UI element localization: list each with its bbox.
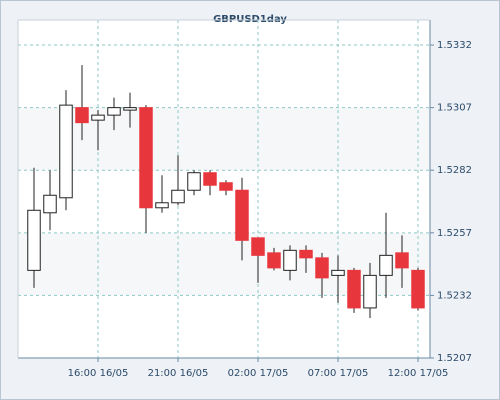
x-tick-label: 02:00 17/05: [228, 368, 289, 379]
y-tick-label: 1.5257: [437, 228, 472, 239]
candle-body: [411, 269, 425, 309]
candle-body: [219, 182, 233, 191]
y-tick-label: 1.5307: [437, 103, 472, 114]
x-tick-label: 16:00 16/05: [68, 368, 129, 379]
y-tick-label: 1.5207: [437, 353, 472, 364]
candle-body: [187, 172, 201, 191]
candle-body: [379, 254, 393, 276]
candle-body: [123, 107, 137, 111]
plot: 1.5207 1.5232 1.5257 1.5282 1.5307 1.5332 16:0…: [17, 19, 472, 379]
y-tick-label: 1.5332: [437, 40, 472, 51]
candle-body: [331, 269, 345, 276]
x-tick-label: 07:00 17/05: [308, 368, 369, 379]
candle-body: [283, 249, 297, 271]
candle-body: [75, 107, 89, 124]
candle-body: [27, 209, 41, 271]
candle-body: [315, 257, 329, 279]
candle-body: [251, 237, 265, 256]
x-tick-label: 12:00 17/05: [388, 368, 449, 379]
candle-body: [347, 269, 361, 309]
band: [18, 232, 430, 296]
candle-body: [235, 189, 249, 241]
candle-body: [267, 252, 281, 269]
candle-body: [91, 114, 105, 121]
candle-body: [139, 107, 153, 209]
y-tick-label: 1.5232: [437, 290, 472, 301]
candle-body: [107, 107, 121, 116]
y-tick-label: 1.5282: [437, 165, 472, 176]
candle-body: [299, 249, 313, 259]
x-tick-label: 21:00 16/05: [148, 368, 209, 379]
candle-body: [171, 189, 185, 204]
candle-body: [155, 202, 169, 209]
candle-body: [395, 252, 409, 269]
candle-body: [363, 274, 377, 309]
candle-body: [59, 104, 73, 199]
candle-body: [203, 172, 217, 186]
candle-body: [43, 194, 57, 214]
